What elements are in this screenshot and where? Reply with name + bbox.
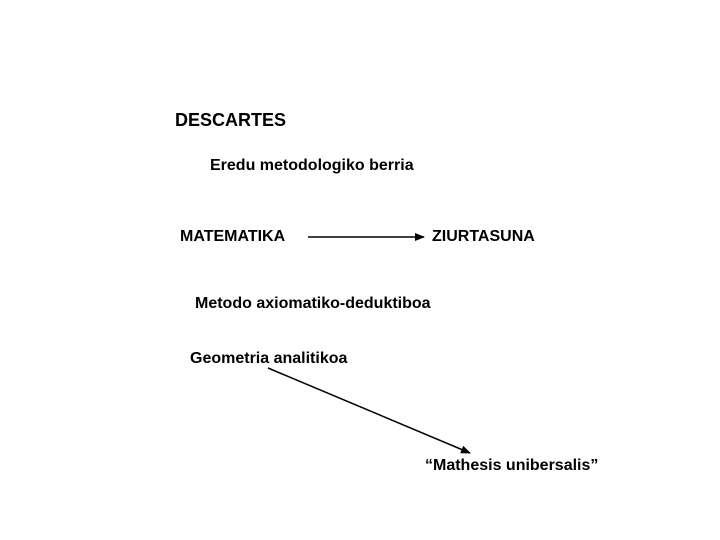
edges-layer [0,0,720,540]
title-descartes: DESCARTES [175,110,286,131]
subtitle-eredu: Eredu metodologiko berria [210,157,414,175]
diagram-canvas: DESCARTES Eredu metodologiko berria MATE… [0,0,720,540]
node-matematika: MATEMATIKA [180,228,285,246]
node-geometria: Geometria analitikoa [190,350,347,368]
node-metodo: Metodo axiomatiko-deduktiboa [195,295,431,313]
edge-geometria-mathesis [268,368,470,453]
node-mathesis: “Mathesis unibersalis” [425,457,598,475]
node-ziurtasuna: ZIURTASUNA [432,228,535,246]
